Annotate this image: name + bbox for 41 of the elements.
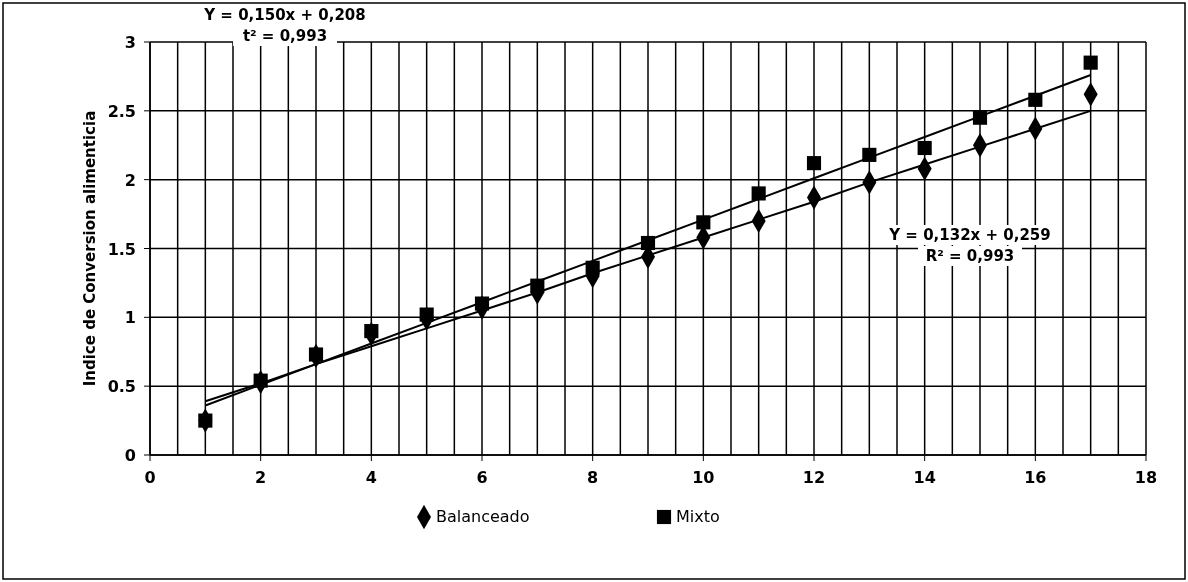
point xyxy=(585,260,600,275)
point xyxy=(474,296,490,311)
x-tick-label: 10 xyxy=(692,468,715,487)
x-tick-label: 2 xyxy=(255,468,267,487)
y-tick-label: 0.5 xyxy=(107,377,136,397)
legend-label: Mixto xyxy=(676,507,720,526)
point xyxy=(696,215,711,230)
y-tick-label: 2.5 xyxy=(107,101,136,121)
y-axis-title: Indice de Conversion alimenticia xyxy=(81,110,99,387)
point xyxy=(806,156,822,171)
point xyxy=(308,347,324,362)
point xyxy=(751,186,766,201)
point xyxy=(198,413,213,428)
point xyxy=(862,147,877,162)
point xyxy=(917,140,932,156)
y-tick-label: 1.5 xyxy=(107,239,136,259)
annotation: Y = 0,132x + 0,259 xyxy=(888,226,1051,244)
x-tick-label: 18 xyxy=(1134,468,1158,487)
x-tick-label: 4 xyxy=(365,468,377,487)
point xyxy=(640,235,656,251)
y-tick-label: 2 xyxy=(124,170,136,190)
x-tick-label: 8 xyxy=(587,468,599,487)
point xyxy=(253,373,268,388)
y-tick-label: 3 xyxy=(124,33,136,52)
point xyxy=(530,278,545,293)
point xyxy=(1083,55,1098,70)
x-tick-label: 14 xyxy=(913,468,936,487)
text: Y = 0,150x + 0,208 xyxy=(203,6,366,24)
x-tick-label: 6 xyxy=(476,468,488,487)
y-tick-label: 1 xyxy=(124,308,136,328)
point xyxy=(972,110,988,125)
annotation: R² = 0,993 xyxy=(925,247,1015,265)
point xyxy=(1028,92,1043,107)
y-tick-label: 0 xyxy=(124,446,136,465)
point xyxy=(419,307,434,322)
x-tick-label: 12 xyxy=(802,468,826,487)
annotation: t² = 0,993 xyxy=(242,27,328,45)
legend-label: Balanceado xyxy=(436,507,530,526)
point xyxy=(364,324,379,339)
x-tick-label: 16 xyxy=(1024,468,1047,487)
x-tick-label: 0 xyxy=(144,468,156,487)
